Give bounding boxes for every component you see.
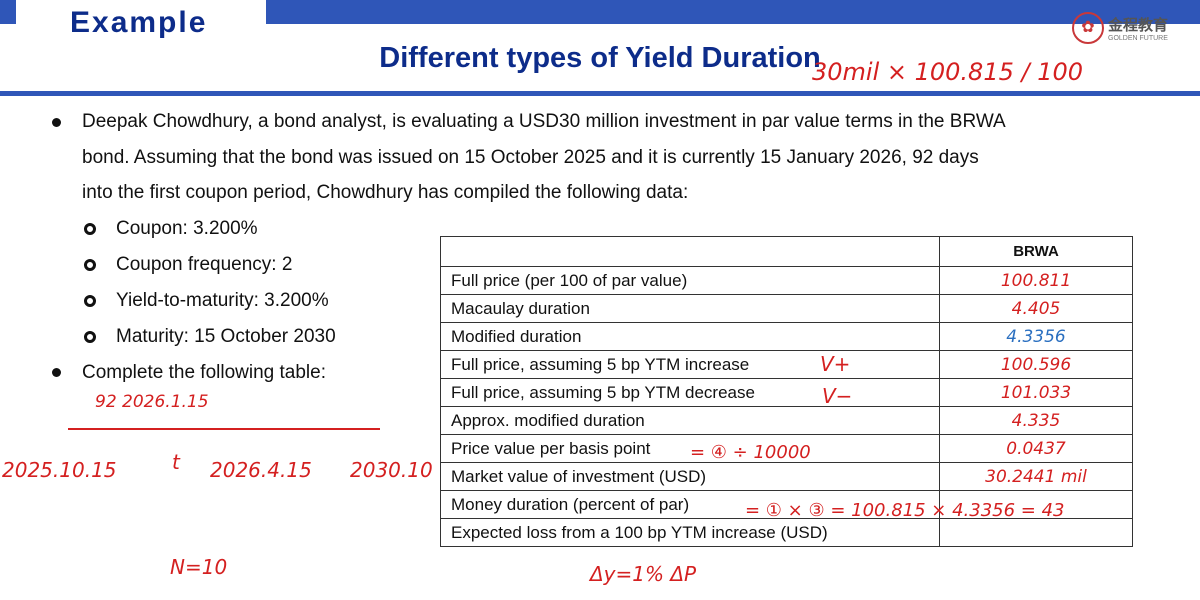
row-value: 30.2441 mil bbox=[939, 462, 1133, 491]
table-row: Money duration (percent of par) bbox=[440, 490, 1133, 519]
row-value bbox=[939, 518, 1133, 547]
data-item: Coupon: 3.200% bbox=[116, 218, 258, 239]
row-label: Modified duration bbox=[440, 322, 940, 351]
sub-bullet-icon bbox=[84, 295, 96, 307]
table-row: Approx. modified duration 4.335 bbox=[440, 406, 1133, 435]
row-value bbox=[939, 490, 1133, 519]
data-item: Coupon frequency: 2 bbox=[116, 254, 293, 275]
table-row: Price value per basis point 0.0437 bbox=[440, 434, 1133, 463]
paragraph-line: Complete the following table: bbox=[82, 362, 326, 383]
slide-title: Different types of Yield Duration bbox=[379, 42, 821, 74]
title-divider bbox=[0, 91, 1200, 96]
row-value: 4.335 bbox=[939, 406, 1133, 435]
table-row: Full price (per 100 of par value) 100.811 bbox=[440, 266, 1133, 295]
handwritten-note: V− bbox=[822, 384, 853, 408]
row-value: 4.405 bbox=[939, 294, 1133, 323]
sub-bullet-icon bbox=[84, 223, 96, 235]
table-row: Macaulay duration 4.405 bbox=[440, 294, 1133, 323]
handwritten-note: 2026.4.15 bbox=[210, 458, 312, 482]
bullet-icon bbox=[52, 118, 61, 127]
logo-text: 金程教育 bbox=[1108, 17, 1169, 34]
row-value: 0.0437 bbox=[939, 434, 1133, 463]
row-label: Approx. modified duration bbox=[440, 406, 940, 435]
bullet-icon bbox=[52, 368, 61, 377]
row-label: Macaulay duration bbox=[440, 294, 940, 323]
table-row: Full price, assuming 5 bp YTM increase 10… bbox=[440, 350, 1133, 379]
handwritten-note: 2030.10 bbox=[350, 458, 433, 482]
table-row: Market value of investment (USD) 30.2441 … bbox=[440, 462, 1133, 491]
paragraph-line: into the first coupon period, Chowdhury … bbox=[82, 182, 689, 203]
row-value: 101.033 bbox=[939, 378, 1133, 407]
paragraph-line: Deepak Chowdhury, a bond analyst, is eva… bbox=[82, 111, 1006, 132]
table-header: BRWA bbox=[939, 236, 1133, 267]
logo: ✿ 金程教育 GOLDEN FUTURE bbox=[1072, 12, 1168, 44]
table-row: Expected loss from a 100 bp YTM increase… bbox=[440, 518, 1133, 547]
handwritten-note: = ④ ÷ 10000 bbox=[690, 442, 811, 463]
table-row: Full price, assuming 5 bp YTM decrease 10… bbox=[440, 378, 1133, 407]
handwritten-note: 2025.10.15 bbox=[2, 458, 117, 482]
paragraph-line: bond. Assuming that the bond was issued … bbox=[82, 147, 979, 168]
row-label: Money duration (percent of par) bbox=[440, 490, 940, 519]
table-row: Modified duration 4.3356 bbox=[440, 322, 1133, 351]
data-item: Maturity: 15 October 2030 bbox=[116, 326, 336, 347]
section-label: Example bbox=[70, 6, 208, 39]
row-value: 4.3356 bbox=[939, 322, 1133, 351]
handwritten-note: N=10 bbox=[170, 555, 228, 579]
row-label: Full price, assuming 5 bp YTM decrease bbox=[440, 378, 940, 407]
handwritten-note: = ① × ③ = 100.815 × 4.3356 = 43 bbox=[745, 500, 1065, 521]
handwritten-note: Δy=1% ΔP bbox=[590, 562, 697, 586]
row-label: Market value of investment (USD) bbox=[440, 462, 940, 491]
sub-bullet-icon bbox=[84, 259, 96, 271]
row-label: Full price (per 100 of par value) bbox=[440, 266, 940, 295]
row-value: 100.596 bbox=[939, 350, 1133, 379]
table-header bbox=[440, 236, 940, 267]
logo-subtext: GOLDEN FUTURE bbox=[1108, 35, 1168, 42]
logo-icon: ✿ bbox=[1072, 12, 1104, 44]
data-item: Yield-to-maturity: 3.200% bbox=[116, 290, 329, 311]
handwritten-note: 30mil × 100.815 / 100 bbox=[812, 58, 1084, 86]
section-tab bbox=[16, 0, 266, 44]
handwritten-note: 92 2026.1.15 bbox=[95, 392, 209, 412]
data-table: BRWA Full price (per 100 of par value) 10… bbox=[440, 236, 1133, 547]
row-label: Full price, assuming 5 bp YTM increase bbox=[440, 350, 940, 379]
row-value: 100.811 bbox=[939, 266, 1133, 295]
timeline-line bbox=[68, 428, 380, 430]
handwritten-note: t bbox=[172, 450, 180, 474]
handwritten-note: V+ bbox=[820, 352, 851, 376]
row-label: Expected loss from a 100 bp YTM increase… bbox=[440, 518, 940, 547]
sub-bullet-icon bbox=[84, 331, 96, 343]
